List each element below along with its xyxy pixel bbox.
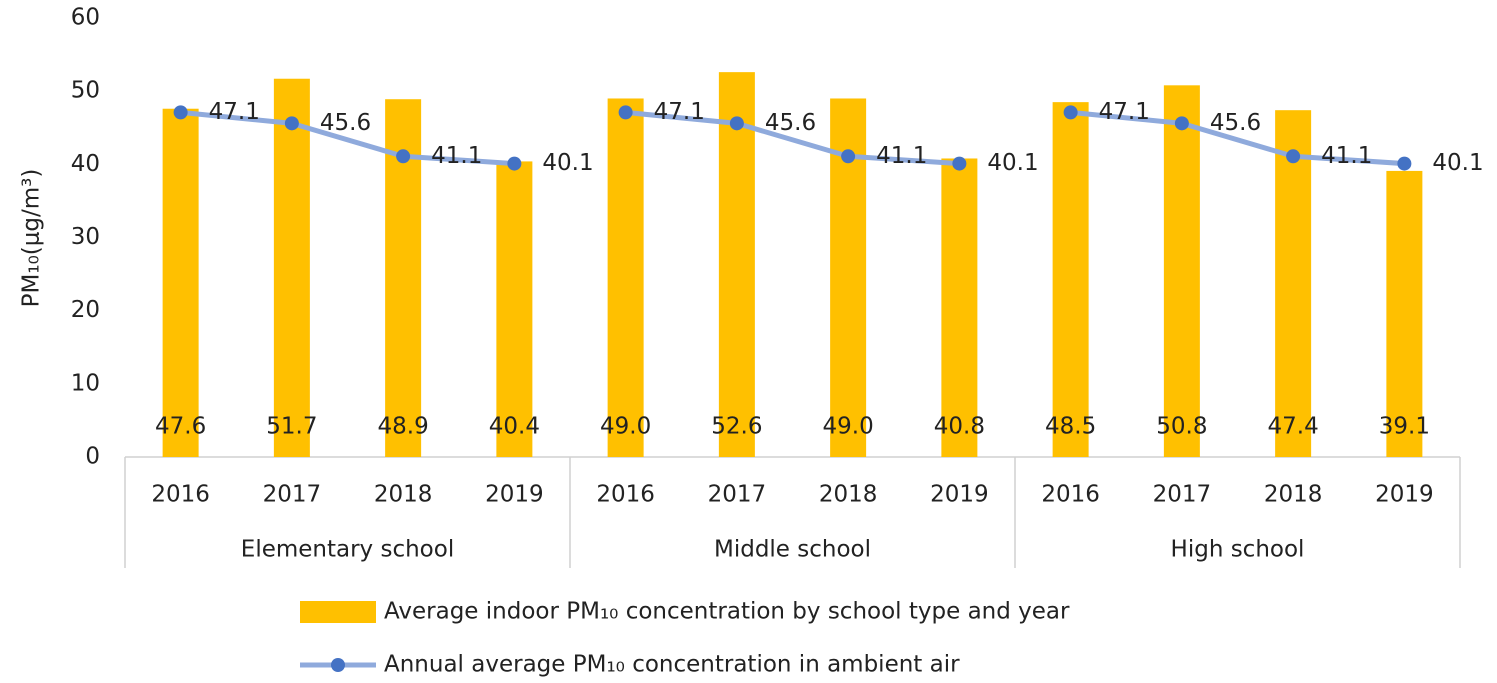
y-tick-label: 10 [71, 370, 100, 396]
x-tick-label: 2019 [485, 482, 544, 508]
bar [1386, 170, 1423, 457]
bar [941, 158, 978, 458]
line-marker [1286, 149, 1301, 164]
line-value-label: 40.1 [542, 150, 593, 176]
group-label: Elementary school [241, 537, 454, 563]
line-marker [618, 105, 633, 120]
bar [1275, 110, 1312, 457]
y-tick-label: 20 [71, 297, 100, 323]
line-marker [284, 116, 299, 131]
bar-value-label: 49.0 [600, 414, 651, 440]
y-tick-label: 0 [85, 444, 100, 470]
line-value-label: 47.1 [1099, 99, 1150, 125]
group-label: High school [1171, 537, 1305, 563]
y-axis-label: PM₁₀(μg/m³) [19, 169, 45, 308]
x-tick-label: 2016 [1041, 482, 1100, 508]
line [1070, 109, 1405, 167]
bar-value-label: 40.8 [934, 414, 985, 440]
line-value-label: 40.1 [987, 150, 1038, 176]
y-tick-label: 50 [71, 78, 100, 104]
legend-label: Average indoor PM₁₀ concentration by sch… [384, 599, 1070, 625]
bar-value-label: 48.5 [1045, 414, 1096, 440]
line-marker [1397, 156, 1412, 171]
bar-value-label: 51.7 [266, 414, 317, 440]
line-value-label: 41.1 [431, 143, 482, 169]
x-tick-label: 2017 [263, 482, 322, 508]
bar [162, 108, 199, 457]
bar [718, 72, 755, 457]
line-marker [173, 105, 188, 120]
line-marker [396, 149, 411, 164]
bar-value-label: 40.4 [489, 414, 540, 440]
x-tick-label: 2017 [708, 482, 767, 508]
line-marker [1063, 105, 1078, 120]
bar-value-label: 39.1 [1379, 414, 1430, 440]
y-tick-label: 60 [71, 5, 100, 31]
line-value-label: 41.1 [1321, 143, 1372, 169]
bar-value-label: 49.0 [823, 414, 874, 440]
x-tick-label: 2018 [374, 482, 433, 508]
line-value-label: 45.6 [320, 110, 371, 136]
group-label: Middle school [714, 537, 871, 563]
line-marker [952, 156, 967, 171]
line-value-label: 45.6 [765, 110, 816, 136]
y-tick-label: 40 [71, 151, 100, 177]
legend-marker [331, 658, 345, 672]
bar [496, 161, 533, 457]
line-value-label: 40.1 [1432, 150, 1483, 176]
bar [1052, 102, 1089, 458]
x-tick-label: 2016 [596, 482, 655, 508]
line-value-label: 47.1 [654, 99, 705, 125]
bar [273, 78, 310, 457]
bar-value-label: 47.6 [155, 414, 206, 440]
line-value-label: 41.1 [876, 143, 927, 169]
y-tick-label: 30 [71, 224, 100, 250]
line-marker [507, 156, 522, 171]
x-tick-label: 2016 [151, 482, 210, 508]
line-marker [1174, 116, 1189, 131]
x-tick-label: 2018 [819, 482, 878, 508]
line-marker [729, 116, 744, 131]
line-value-label: 45.6 [1210, 110, 1261, 136]
bar-value-label: 48.9 [378, 414, 429, 440]
line [625, 109, 960, 167]
line-marker [841, 149, 856, 164]
line-value-label: 47.1 [209, 99, 260, 125]
bar-value-label: 47.4 [1268, 414, 1319, 440]
bar [1163, 85, 1200, 458]
x-tick-label: 2017 [1153, 482, 1212, 508]
x-tick-label: 2018 [1264, 482, 1323, 508]
bar-value-label: 50.8 [1156, 414, 1207, 440]
legend-swatch [300, 601, 376, 623]
line [180, 109, 515, 167]
x-tick-label: 2019 [930, 482, 989, 508]
x-tick-label: 2019 [1375, 482, 1434, 508]
bar [607, 98, 644, 457]
bar-value-label: 52.6 [711, 414, 762, 440]
legend-label: Annual average PM₁₀ concentration in amb… [384, 652, 960, 678]
